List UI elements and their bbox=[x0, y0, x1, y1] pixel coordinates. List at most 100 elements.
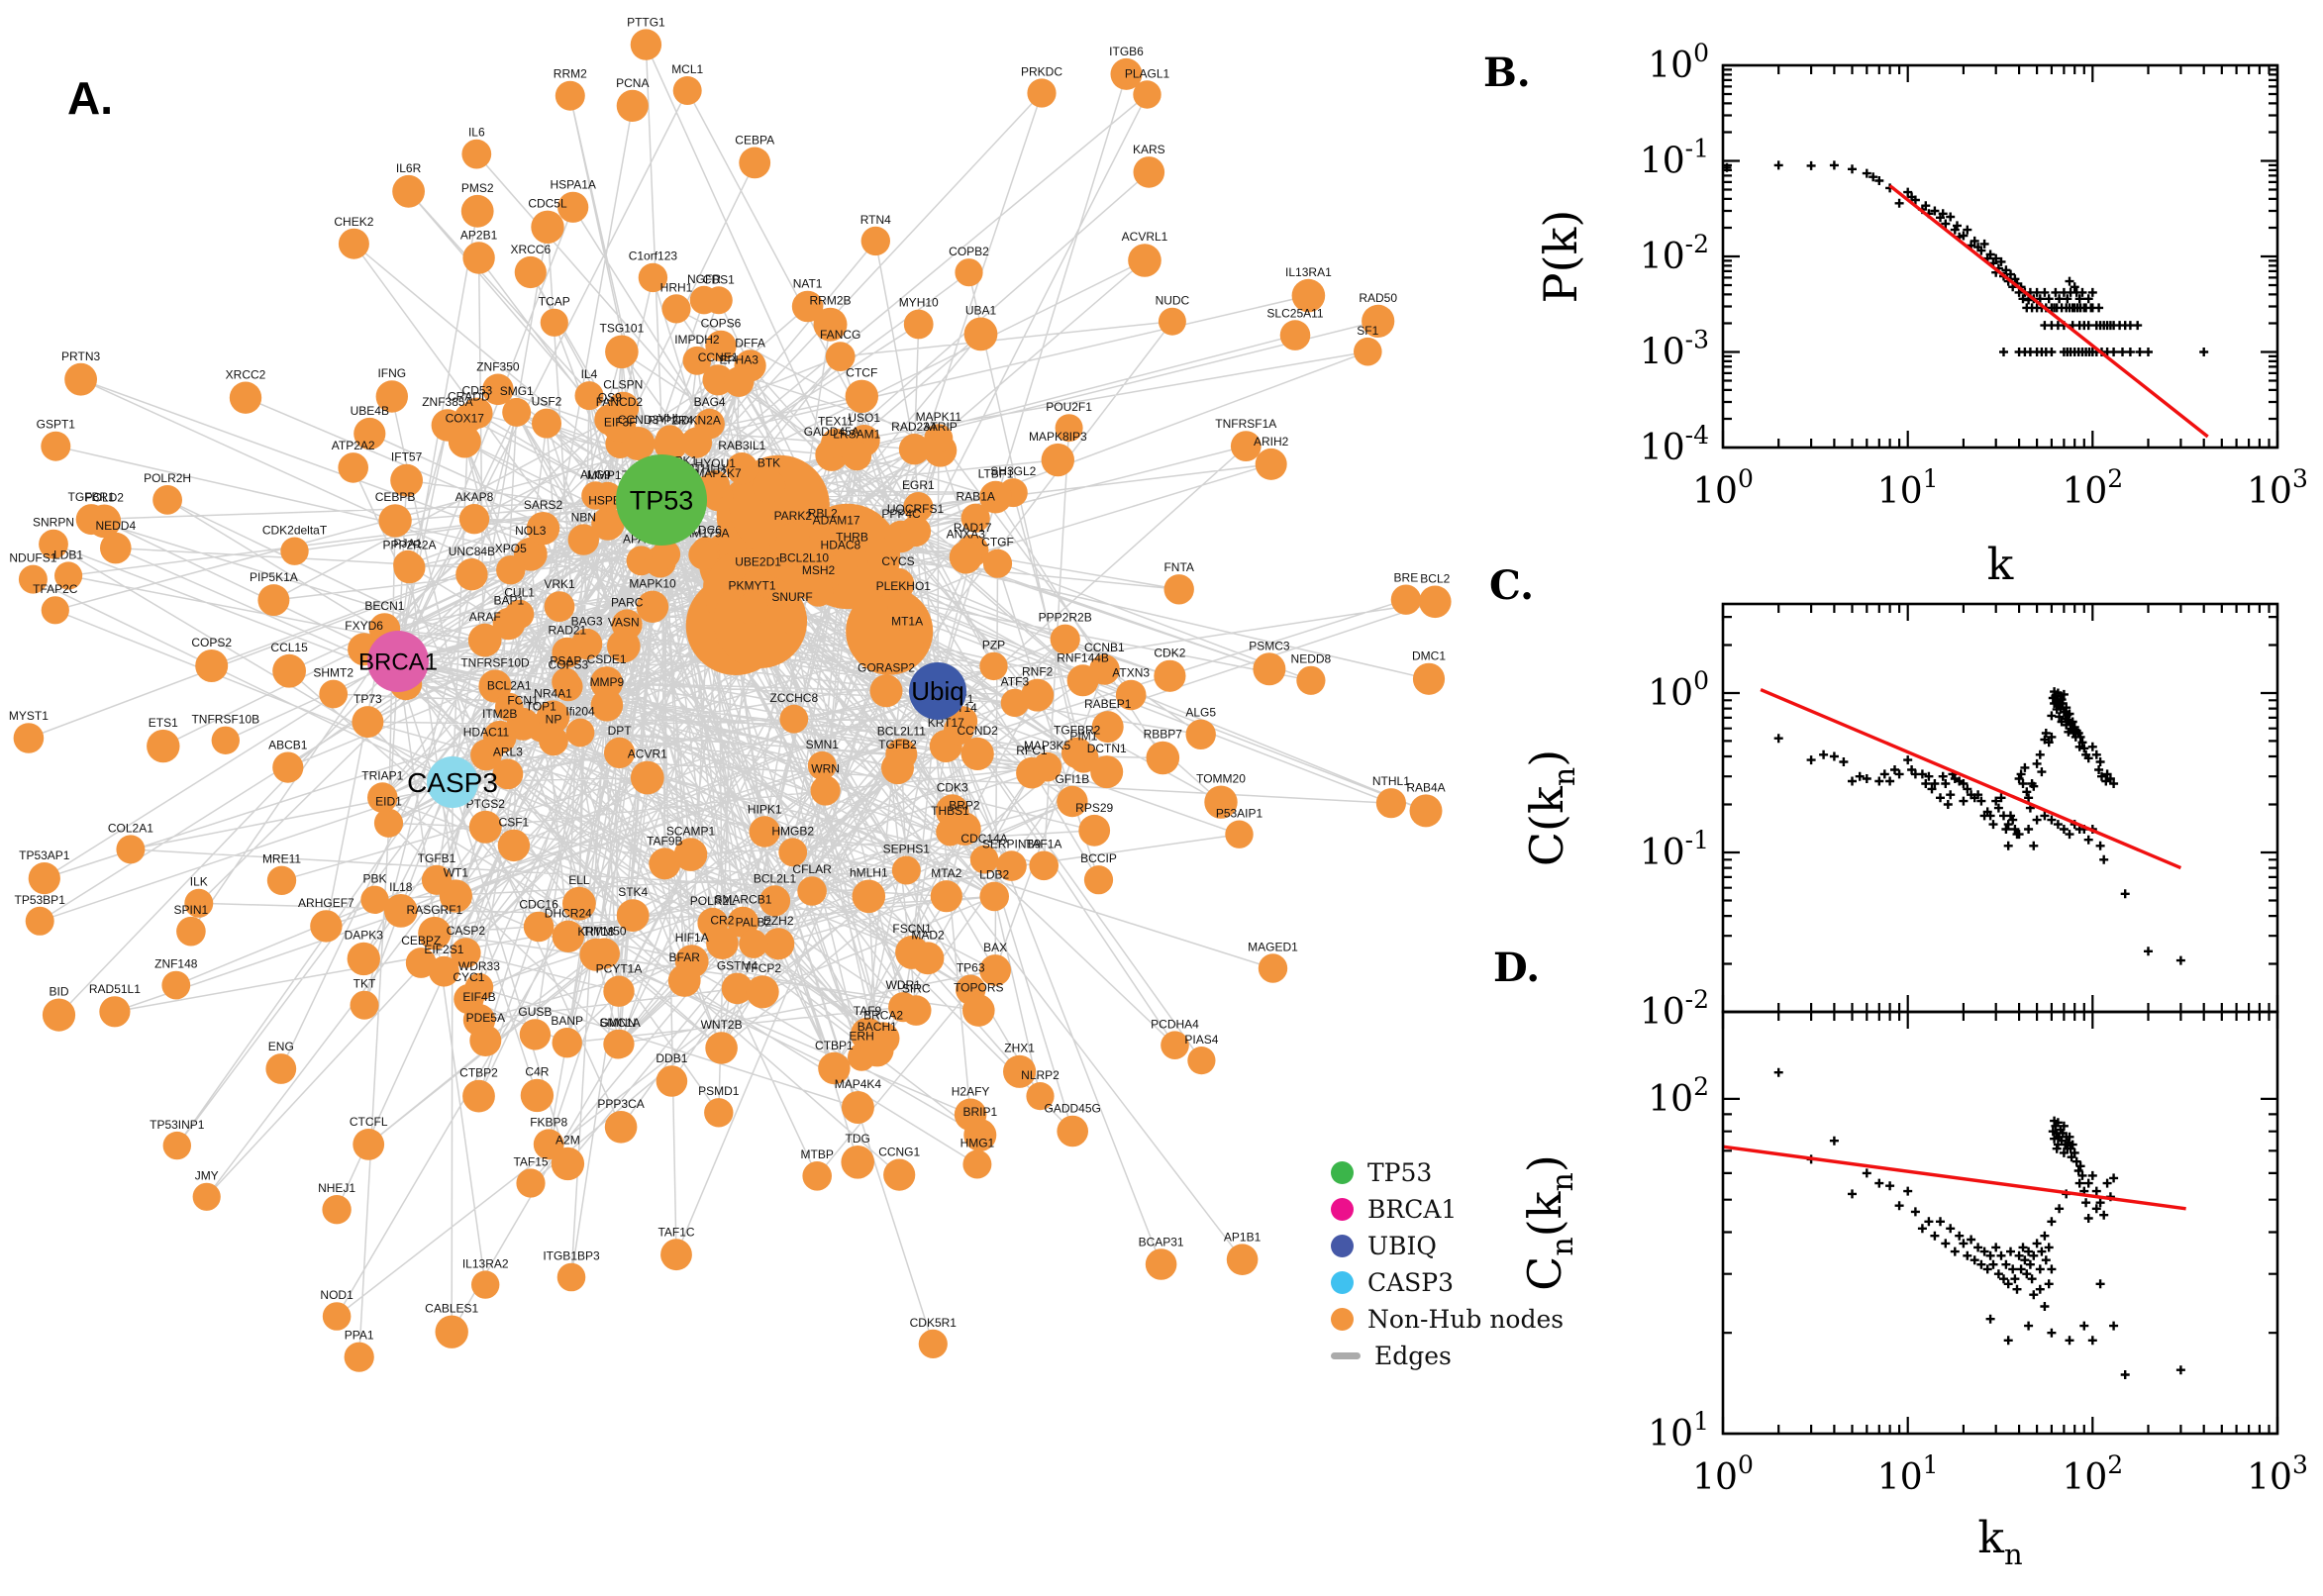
network-node bbox=[555, 80, 585, 111]
network-node-label: COPS6 bbox=[701, 317, 742, 331]
network-node-label: WT1 bbox=[444, 865, 469, 879]
network-node-label: RABEP1 bbox=[1084, 697, 1132, 711]
network-node bbox=[630, 29, 662, 60]
network-node-label: MAP3K5 bbox=[1024, 739, 1071, 752]
hub-node-label: CASP3 bbox=[407, 767, 498, 798]
network-node bbox=[1061, 737, 1093, 769]
network-node bbox=[552, 667, 580, 696]
network-node bbox=[723, 366, 755, 397]
network-node-label: UQCRFS1 bbox=[887, 502, 945, 516]
network-node bbox=[556, 1262, 586, 1292]
network-node-label: IMPDH2 bbox=[674, 333, 720, 347]
network-node-label: SMG1 bbox=[500, 384, 534, 398]
network-node bbox=[1003, 1054, 1037, 1088]
network-node-label: AP1B1 bbox=[1224, 1230, 1262, 1244]
network-node bbox=[552, 920, 584, 952]
network-node bbox=[373, 808, 404, 838]
network-node bbox=[898, 434, 931, 465]
network-node-label: BANP bbox=[551, 1014, 583, 1028]
network-node-label: CABLES1 bbox=[425, 1302, 478, 1316]
network-node bbox=[338, 228, 369, 259]
legend-edge-swatch-icon bbox=[1331, 1352, 1361, 1359]
network-node-label: RAD21 bbox=[549, 624, 587, 638]
network-node bbox=[962, 1149, 992, 1179]
network-node-label: NUDC bbox=[1156, 294, 1190, 308]
network-node bbox=[852, 879, 886, 914]
network-node bbox=[911, 942, 945, 975]
network-node-label: VRK1 bbox=[544, 577, 575, 591]
network-node-label: RPS29 bbox=[1075, 801, 1113, 815]
network-node-label: MAPK10 bbox=[629, 577, 676, 591]
network-node bbox=[1296, 665, 1326, 695]
network-node bbox=[1091, 711, 1124, 744]
network-node-label: GMNN bbox=[600, 1016, 637, 1030]
network-node bbox=[1057, 785, 1088, 818]
network-node bbox=[944, 714, 974, 746]
network-node-label: H2AFY bbox=[952, 1085, 990, 1099]
network-node-label: RAB4A bbox=[1406, 780, 1445, 794]
network-node bbox=[344, 1342, 374, 1372]
network-node-label: SH3GL2 bbox=[990, 464, 1036, 478]
network-node bbox=[891, 855, 921, 885]
network-node-label: TEX11 bbox=[818, 415, 854, 429]
network-node-label: MAP2K7 bbox=[694, 466, 742, 480]
network-node bbox=[900, 995, 932, 1026]
network-node-label: CCL15 bbox=[270, 641, 308, 654]
network-node-label: RASGRF1 bbox=[407, 903, 463, 917]
network-node-label: PIP5K1A bbox=[250, 570, 298, 584]
network-node bbox=[1185, 719, 1216, 749]
network-node bbox=[272, 653, 306, 688]
network-node-label: UBE4B bbox=[351, 404, 389, 418]
network-node bbox=[752, 469, 786, 503]
network-node-label: CD53 bbox=[462, 384, 493, 398]
network-node bbox=[616, 899, 650, 932]
network-node-label: LRSAM1 bbox=[833, 428, 880, 442]
network-node bbox=[1258, 953, 1288, 983]
network-node-label: MYST1 bbox=[9, 709, 49, 723]
network-node bbox=[347, 942, 380, 976]
network-node-label: ABCB1 bbox=[268, 739, 308, 752]
network-node-label: IL4 bbox=[581, 367, 598, 381]
network-node-label: STK4 bbox=[618, 885, 648, 899]
network-node bbox=[979, 480, 1012, 514]
network-node bbox=[1145, 1248, 1177, 1280]
network-node-label: CTGF bbox=[981, 536, 1014, 549]
network-node bbox=[638, 262, 668, 293]
network-node-label: THRB bbox=[836, 531, 868, 545]
network-node-label: HMG1 bbox=[960, 1137, 995, 1150]
network-node bbox=[649, 848, 681, 880]
x-axis-title: kn​ bbox=[1977, 1513, 2022, 1571]
network-node-label: MYH10 bbox=[899, 296, 939, 310]
legend: TP53 BRCA1 UBIQ CASP3 Non-Hub nodes Edges bbox=[1331, 1154, 1564, 1374]
network-node-label: MAD2 bbox=[911, 928, 945, 942]
network-node bbox=[100, 532, 132, 564]
network-node-label: NOL3 bbox=[515, 524, 547, 538]
network-node-label: TOPORS bbox=[954, 980, 1003, 994]
network-node-label: BID bbox=[49, 985, 68, 999]
network-node bbox=[552, 637, 583, 668]
network-node bbox=[979, 881, 1009, 912]
network-node bbox=[881, 567, 915, 601]
network-node-label: NEDD4 bbox=[95, 519, 136, 533]
network-node-label: HMGB2 bbox=[771, 824, 814, 838]
network-node bbox=[1362, 304, 1395, 338]
legend-item: TP53 bbox=[1331, 1154, 1564, 1191]
network-node-label: LDB2 bbox=[979, 868, 1009, 882]
network-node bbox=[64, 362, 97, 396]
network-node bbox=[1163, 574, 1194, 605]
network-node-label: PARK2 bbox=[774, 509, 813, 523]
legend-node-swatch-icon bbox=[1331, 1235, 1354, 1257]
network-node-label: CRADD bbox=[448, 390, 490, 404]
legend-item: UBIQ bbox=[1331, 1228, 1564, 1264]
network-node-label: SERPINB9 bbox=[982, 837, 1042, 850]
network-node-label: ELL bbox=[568, 873, 590, 887]
network-node bbox=[531, 210, 564, 244]
network-node bbox=[392, 174, 425, 208]
network-node-label: EIF3F bbox=[604, 415, 637, 429]
network-node-label: RNF2 bbox=[1022, 665, 1054, 679]
network-node-label: WNT2B bbox=[701, 1018, 743, 1032]
scatter-points bbox=[1722, 160, 2209, 356]
network-node-label: FNTA bbox=[1163, 560, 1193, 574]
network-node bbox=[960, 737, 994, 771]
